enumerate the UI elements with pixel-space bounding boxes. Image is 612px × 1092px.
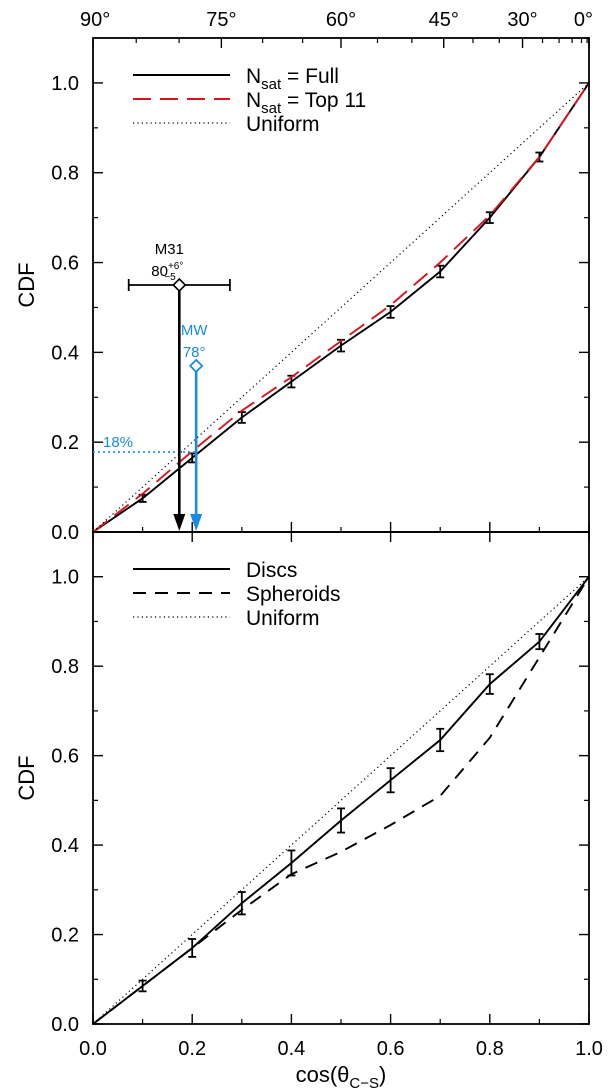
- legend-label-main: Spheroids: [246, 583, 341, 606]
- y-tick-label: 0.0: [51, 1014, 79, 1036]
- y-tick-label: 0.2: [51, 925, 79, 947]
- series-line-nsat-top-11: [92, 82, 590, 533]
- m31-value-main: 80: [151, 263, 168, 280]
- series-line-uniform: [92, 82, 590, 533]
- y-tick-label: 0.6: [51, 746, 79, 768]
- legend-label: Discs: [246, 559, 297, 582]
- legend-label: Spheroids: [246, 583, 341, 606]
- x-axis-title-sub: C−S: [349, 1075, 379, 1092]
- legend-label-sub: sat: [261, 100, 282, 117]
- legend-label-main: N: [246, 65, 261, 88]
- series-line-uniform: [92, 576, 590, 1025]
- y-tick-label: 0.4: [51, 835, 79, 857]
- y-tick-label: 0.8: [51, 163, 79, 185]
- bottom-panel: 0.0 0.2 0.4 0.6 0.8 1.0 0.0 0.2 0.4 0.6 0.8 1.0 CDF c…: [14, 531, 603, 1092]
- mw-arrow-head: [190, 514, 203, 531]
- y-axis-title: CDF: [14, 262, 39, 307]
- y-tick-label: 0.4: [51, 342, 79, 364]
- legend-label-rest: = Full: [281, 65, 339, 88]
- legend-label-main: N: [246, 89, 261, 112]
- legend-label: Uniform: [246, 607, 320, 630]
- top-tick-label: 90°: [80, 9, 110, 31]
- legend-label-main: Discs: [246, 559, 297, 582]
- legend-label-sub: sat: [261, 76, 282, 93]
- top-tick-label: 75°: [206, 9, 236, 31]
- m31-diamond-marker: [172, 277, 187, 293]
- m31-value: 80+6° −5: [151, 261, 183, 283]
- legend-label: Uniform: [246, 113, 320, 136]
- top-tick-label: 0°: [574, 9, 593, 31]
- y-axis-title: CDF: [14, 755, 39, 800]
- x-tick-label: 0.4: [277, 1038, 305, 1060]
- legend-label: Nsat = Top 11: [246, 89, 366, 117]
- y-tick-label: 0.6: [51, 253, 79, 275]
- y-tick-label: 0.0: [51, 522, 79, 544]
- legend-label-main: Uniform: [246, 607, 320, 630]
- y-tick-label: 1.0: [51, 567, 79, 589]
- top-panel: 0.0 0.2 0.4 0.6 0.8 1.0 90° 75° 60° 45° 30° 0° CDF Ns…: [14, 9, 593, 544]
- x-axis-title-main: cos(θ: [296, 1062, 350, 1087]
- legend-label-rest: = Top 11: [281, 89, 366, 112]
- m31-arrow-head: [173, 514, 186, 531]
- x-tick-label: 1.0: [575, 1038, 603, 1060]
- mw-label: MW: [181, 322, 208, 339]
- top-tick-label: 45°: [429, 9, 459, 31]
- legend-label: Nsat = Full: [246, 65, 339, 93]
- m31-value-sup: +6°: [168, 261, 183, 272]
- plot-frame: [92, 531, 590, 1025]
- legend-label-main: Uniform: [246, 113, 320, 136]
- x-tick-label: 0.2: [178, 1038, 206, 1060]
- y-tick-label: 0.2: [51, 432, 79, 454]
- y-tick-label: 1.0: [51, 73, 79, 95]
- top-tick-label: 60°: [326, 9, 356, 31]
- y-tick-label: 0.8: [51, 656, 79, 678]
- x-axis-title: cos(θC−S): [296, 1062, 387, 1092]
- mw-value: 78°: [183, 344, 206, 361]
- x-tick-label: 0.8: [476, 1038, 504, 1060]
- x-axis-title-close: ): [379, 1062, 386, 1087]
- mw-percentile-label: 18%: [103, 434, 133, 451]
- x-tick-label: 0.6: [377, 1038, 405, 1060]
- top-tick-label: 30°: [507, 9, 537, 31]
- m31-value-sub: −5: [164, 272, 176, 283]
- mw-diamond-marker: [188, 358, 204, 374]
- x-tick-label: 0.0: [79, 1038, 107, 1060]
- m31-label: M31: [155, 241, 184, 258]
